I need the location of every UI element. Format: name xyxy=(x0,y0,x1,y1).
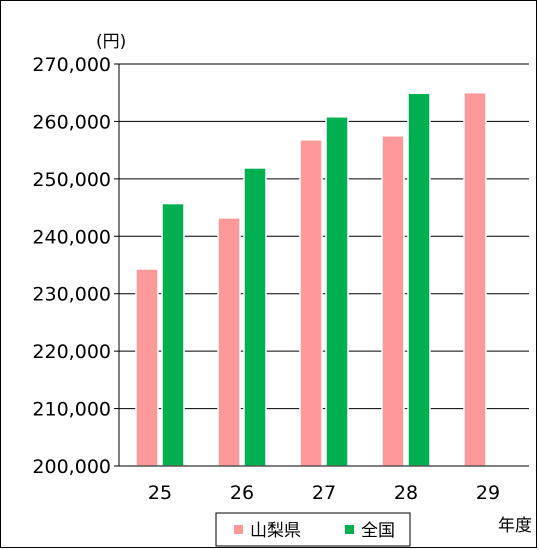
bar-yamanashi-27 xyxy=(299,139,323,467)
legend: 山梨県 全国 xyxy=(215,512,411,547)
y-axis-unit-label: (円) xyxy=(96,32,126,52)
bar-national-27 xyxy=(325,116,349,467)
bar-yamanashi-25 xyxy=(135,268,159,467)
x-tick-label: 29 xyxy=(476,482,500,504)
bar-national-25 xyxy=(161,202,185,467)
y-tick-label: 250,000 xyxy=(32,169,111,191)
y-tick-label: 260,000 xyxy=(32,111,111,133)
legend-swatch-national xyxy=(345,525,354,534)
axes xyxy=(114,63,529,467)
legend-box xyxy=(215,512,411,547)
x-tick-label: 26 xyxy=(230,482,254,504)
y-tick-label: 240,000 xyxy=(32,226,111,248)
bars xyxy=(135,91,487,467)
bar-yamanashi-29 xyxy=(463,91,487,467)
legend-label-national: 全国 xyxy=(361,521,395,541)
y-tick-label: 220,000 xyxy=(32,341,111,363)
x-tick-label: 25 xyxy=(148,482,172,504)
y-tick-label: 200,000 xyxy=(32,456,111,478)
bar-national-26 xyxy=(243,167,267,467)
x-tick-label: 28 xyxy=(394,482,418,504)
x-axis-label: 年度 xyxy=(498,516,532,536)
bar-yamanashi-28 xyxy=(381,135,405,467)
legend-swatch-yamanashi xyxy=(234,525,243,534)
y-tick-label: 210,000 xyxy=(32,399,111,421)
x-tick-labels: 25 26 27 28 29 xyxy=(148,482,500,504)
legend-label-yamanashi: 山梨県 xyxy=(250,521,301,541)
bar-national-28 xyxy=(407,92,431,467)
x-tick-label: 27 xyxy=(312,482,336,504)
bar-yamanashi-26 xyxy=(217,217,241,467)
y-tick-label: 270,000 xyxy=(32,54,111,76)
y-tick-label: 230,000 xyxy=(32,284,111,306)
y-tick-labels: 200,000 210,000 220,000 230,000 240,000 250,0… xyxy=(32,54,111,478)
